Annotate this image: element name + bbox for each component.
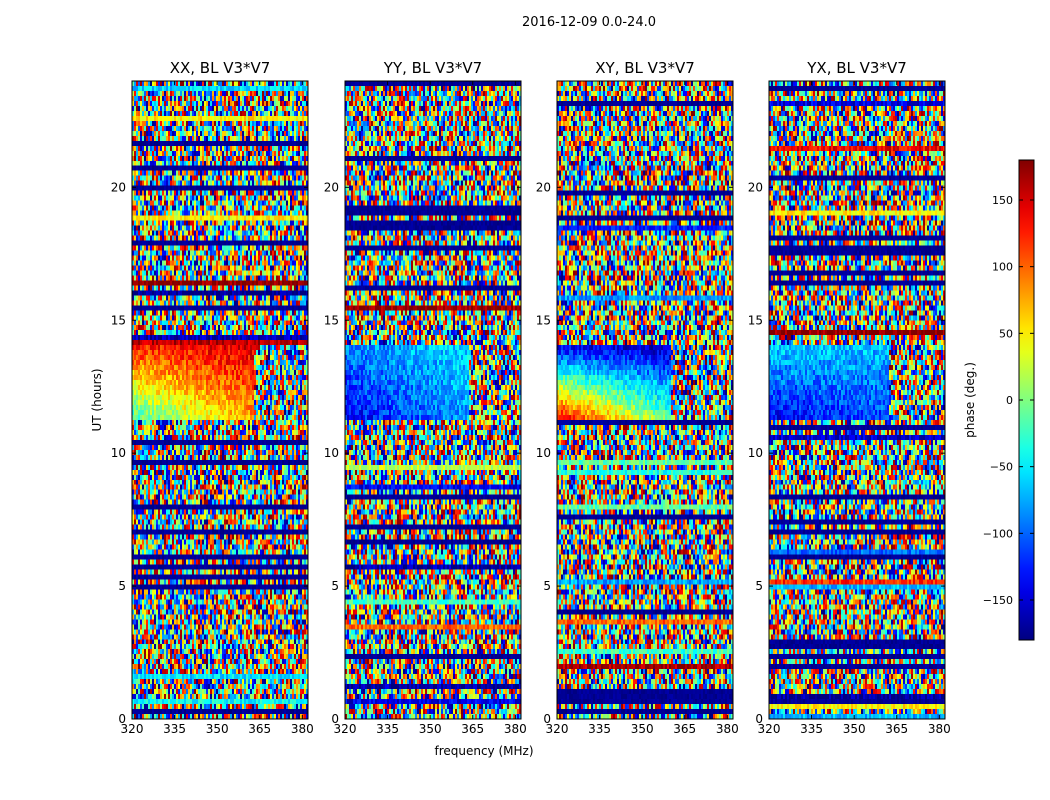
panel-frame	[131, 80, 309, 720]
panel-2: YY, BL V3*V7 320 335 350 365 380 0 5 10 15 20	[324, 59, 527, 736]
x-tick-label: 320	[334, 722, 357, 736]
panel-3: XY, BL V3*V7 320 335 350 365 380 0 5 10 15 20	[536, 59, 739, 736]
colorbar-tick-label: 0	[1006, 394, 1013, 407]
x-tick-label: 380	[291, 722, 314, 736]
panel-title: XX, BL V3*V7	[170, 59, 271, 77]
y-tick-label: 0	[118, 712, 126, 726]
x-tick-label: 380	[716, 722, 739, 736]
y-tick-label: 10	[111, 446, 126, 460]
y-tick-label: 20	[536, 180, 551, 194]
colorbar-tick-label: 100	[992, 261, 1013, 274]
panel-4: YX, BL V3*V7 320 335 350 365 380 0 5 10 15 20	[748, 59, 951, 736]
panel-heatmap	[132, 81, 308, 719]
y-tick-label: 20	[111, 180, 126, 194]
y-tick-label: 5	[543, 579, 551, 593]
x-tick-label: 365	[461, 722, 484, 736]
panel-heatmap	[769, 81, 945, 719]
panel-1: XX, BL V3*V7 320 335 350 365 380 0 5 10 15 20	[111, 59, 314, 736]
x-tick-label: 335	[800, 722, 823, 736]
y-tick-label: 20	[324, 180, 339, 194]
y-tick-label: 15	[748, 313, 763, 327]
x-tick-label: 380	[504, 722, 527, 736]
colorbar-tick-label: 150	[992, 194, 1013, 207]
y-tick-label: 5	[118, 579, 126, 593]
x-tick-label: 320	[546, 722, 569, 736]
panel-title: YX, BL V3*V7	[806, 59, 907, 77]
y-tick-label: 0	[543, 712, 551, 726]
x-tick-label: 365	[673, 722, 696, 736]
panel-title: XY, BL V3*V7	[595, 59, 695, 77]
y-tick-label: 15	[536, 313, 551, 327]
y-tick-label: 0	[331, 712, 339, 726]
y-tick-label: 5	[755, 579, 763, 593]
panel-heatmap	[557, 81, 733, 719]
panel-frame	[556, 80, 734, 720]
y-axis-label: UT (hours)	[90, 368, 104, 431]
colorbar-tick-label: −50	[990, 461, 1013, 474]
y-tick-label: 10	[536, 446, 551, 460]
colorbar-tick-label: −150	[983, 594, 1013, 607]
colorbar-tick-label: 50	[999, 327, 1013, 340]
x-tick-label: 350	[631, 722, 654, 736]
x-tick-label: 335	[376, 722, 399, 736]
x-tick-label: 335	[163, 722, 186, 736]
x-tick-label: 320	[758, 722, 781, 736]
colorbar-label: phase (deg.)	[963, 362, 977, 438]
panel-frame	[344, 80, 522, 720]
y-tick-label: 5	[331, 579, 339, 593]
y-tick-label: 0	[755, 712, 763, 726]
x-tick-label: 380	[928, 722, 951, 736]
x-tick-label: 350	[843, 722, 866, 736]
x-tick-label: 350	[419, 722, 442, 736]
y-tick-label: 15	[111, 313, 126, 327]
x-tick-label: 365	[248, 722, 271, 736]
y-tick-label: 15	[324, 313, 339, 327]
y-tick-label: 10	[324, 446, 339, 460]
x-axis-label: frequency (MHz)	[434, 744, 533, 758]
x-tick-label: 335	[588, 722, 611, 736]
panel-heatmap	[345, 81, 521, 719]
x-tick-label: 320	[121, 722, 144, 736]
x-tick-label: 365	[885, 722, 908, 736]
y-tick-label: 20	[748, 180, 763, 194]
y-tick-label: 10	[748, 446, 763, 460]
panel-title: YY, BL V3*V7	[383, 59, 482, 77]
figure-suptitle: 2016-12-09 0.0-24.0	[522, 15, 656, 30]
panel-frame	[768, 80, 946, 720]
colorbar: −150 −100 −50 0 50 100 150	[983, 159, 1035, 641]
colorbar-tick-label: −100	[983, 527, 1013, 540]
x-tick-label: 350	[206, 722, 229, 736]
